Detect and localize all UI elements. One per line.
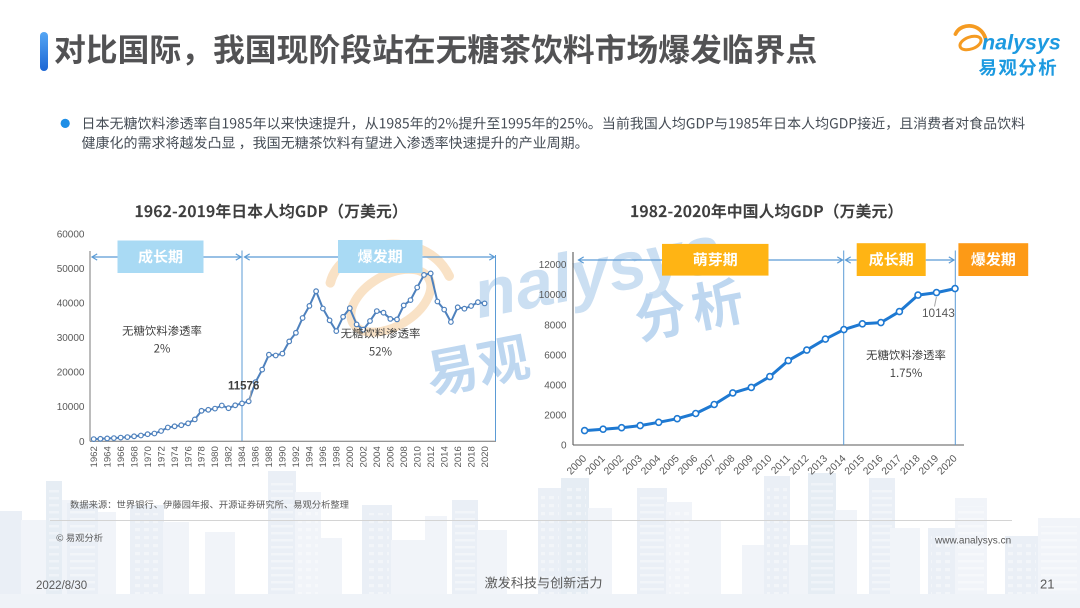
svg-text:1970: 1970	[143, 446, 154, 467]
svg-text:60000: 60000	[57, 230, 85, 241]
svg-text:2006: 2006	[386, 446, 397, 467]
svg-text:2000: 2000	[544, 410, 567, 421]
svg-text:1980: 1980	[210, 446, 221, 467]
svg-text:2015: 2015	[843, 453, 867, 477]
svg-text:0: 0	[561, 441, 567, 452]
svg-text:1972: 1972	[156, 446, 167, 467]
svg-text:20000: 20000	[57, 368, 85, 379]
svg-text:1994: 1994	[305, 445, 316, 467]
svg-text:30000: 30000	[57, 333, 85, 344]
svg-text:2010: 2010	[412, 446, 423, 467]
svg-text:2013: 2013	[806, 453, 830, 477]
svg-text:2017: 2017	[880, 453, 904, 477]
svg-text:2001: 2001	[584, 453, 608, 477]
svg-text:0: 0	[79, 437, 85, 448]
svg-text:2004: 2004	[372, 445, 383, 467]
svg-text:1986: 1986	[251, 446, 262, 467]
svg-text:2019: 2019	[917, 453, 941, 477]
svg-text:10000: 10000	[539, 290, 567, 301]
svg-text:2008: 2008	[399, 446, 410, 467]
svg-text:1998: 1998	[332, 446, 343, 467]
svg-text:2000: 2000	[345, 446, 356, 467]
svg-text:2012: 2012	[426, 446, 437, 467]
svg-text:10000: 10000	[57, 402, 85, 413]
svg-text:2016: 2016	[453, 446, 464, 467]
svg-text:1982: 1982	[224, 446, 235, 467]
svg-text:2012: 2012	[787, 453, 811, 477]
svg-text:40000: 40000	[57, 299, 85, 310]
svg-text:1984: 1984	[237, 445, 248, 467]
svg-text:2002: 2002	[602, 453, 626, 477]
svg-text:2011: 2011	[769, 453, 793, 477]
svg-text:2014: 2014	[439, 445, 450, 467]
svg-text:6000: 6000	[544, 350, 567, 361]
svg-text:2022/8/30: 2022/8/30	[36, 580, 87, 592]
svg-text:1964: 1964	[102, 445, 113, 467]
svg-text:1978: 1978	[197, 446, 208, 467]
svg-text:2008: 2008	[713, 453, 737, 477]
svg-text:2002: 2002	[359, 446, 370, 467]
svg-text:10143: 10143	[922, 306, 955, 320]
svg-text:2020: 2020	[936, 453, 960, 477]
svg-text:1992: 1992	[291, 446, 302, 467]
svg-text:2007: 2007	[695, 453, 719, 477]
svg-text:8000: 8000	[544, 320, 567, 331]
svg-text:2009: 2009	[732, 453, 756, 477]
svg-text:1988: 1988	[264, 446, 275, 467]
svg-text:1974: 1974	[170, 445, 181, 467]
svg-text:2010: 2010	[750, 453, 774, 477]
svg-text:www.analysys.cn: www.analysys.cn	[934, 536, 1011, 547]
svg-text:1976: 1976	[183, 446, 194, 467]
svg-text:21: 21	[1040, 577, 1054, 592]
svg-text:2000: 2000	[565, 453, 589, 477]
svg-text:1968: 1968	[129, 446, 140, 467]
svg-text:1996: 1996	[318, 446, 329, 467]
svg-text:2004: 2004	[639, 453, 663, 477]
svg-text:2018: 2018	[466, 446, 477, 467]
svg-text:1990: 1990	[278, 446, 289, 467]
svg-text:12000: 12000	[539, 260, 567, 271]
svg-text:1966: 1966	[116, 446, 127, 467]
svg-text:1962: 1962	[89, 446, 100, 467]
svg-text:nalysys: nalysys	[982, 31, 1061, 55]
svg-text:2014: 2014	[825, 453, 849, 477]
svg-text:50000: 50000	[57, 264, 85, 275]
svg-text:2016: 2016	[862, 453, 886, 477]
svg-text:4000: 4000	[544, 380, 567, 391]
svg-text:2003: 2003	[621, 453, 645, 477]
svg-text:2020: 2020	[480, 446, 491, 467]
svg-text:2006: 2006	[676, 453, 700, 477]
svg-text:11576: 11576	[228, 381, 259, 393]
svg-text:2018: 2018	[899, 453, 923, 477]
svg-text:2005: 2005	[658, 453, 682, 477]
